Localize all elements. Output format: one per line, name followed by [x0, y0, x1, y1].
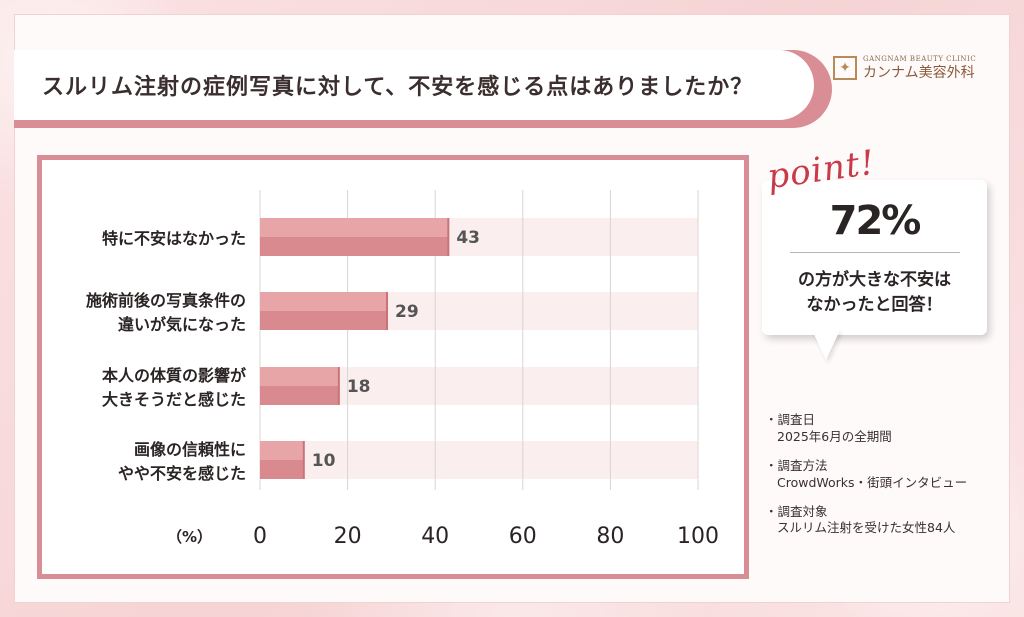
tick-label: 100 [677, 524, 719, 549]
clinic-logo: ✦ GANGNAM BEAUTY CLINIC カンナム美容外科 [833, 50, 993, 86]
bar-top [260, 292, 388, 311]
category-label: やや不安を感じた [118, 464, 246, 483]
bar-top [260, 441, 304, 460]
tick-label: 20 [334, 524, 362, 549]
category-label: 施術前後の写真条件の [86, 291, 246, 310]
note-date-head: 調査日 [765, 412, 1005, 429]
category-label: 本人の体質の影響が [102, 366, 246, 385]
callout-divider [790, 252, 960, 253]
category-label: 画像の信頼性に [134, 440, 246, 459]
note-target-head: 調査対象 [765, 504, 1005, 521]
category-label: 特に不安はなかった [102, 229, 246, 248]
callout-bubble-tail [812, 330, 840, 360]
data-label: 43 [456, 228, 480, 248]
tick-label: 40 [421, 524, 449, 549]
callout-text-line1: の方が大きな不安は [798, 270, 951, 290]
note-method: 調査方法 CrowdWorks・街頭インタビュー [765, 458, 1005, 492]
logo-english-name: GANGNAM BEAUTY CLINIC [863, 55, 977, 63]
data-label: 18 [347, 377, 371, 397]
data-label: 29 [395, 302, 419, 322]
category-label: 大きそうだと感じた [102, 390, 246, 409]
bar-chart: 43 29 18 10 特に不安はなかった施術前後の写真条件の違いが気になった本人の体質… [86, 190, 719, 549]
data-label: 10 [312, 451, 336, 471]
note-date: 調査日 2025年6月の全期間 [765, 412, 1005, 446]
tick-label: 0 [253, 524, 267, 549]
note-method-head: 調査方法 [765, 458, 1005, 475]
category-label: 違いが気になった [118, 315, 246, 334]
tick-label: 60 [509, 524, 537, 549]
tick-label: 80 [596, 524, 624, 549]
callout-text: の方が大きな不安は なかったと回答！ [762, 268, 987, 317]
callout-text-line2: なかったと回答！ [806, 294, 943, 315]
survey-notes: 調査日 2025年6月の全期間 調査方法 CrowdWorks・街頭インタビュー… [765, 412, 1005, 549]
logo-japanese-name: カンナム美容外科 [863, 65, 975, 81]
note-method-body: CrowdWorks・街頭インタビュー [777, 474, 968, 490]
callout-percentage: 72% [829, 198, 922, 244]
bar-bottom [260, 237, 449, 256]
note-date-body: 2025年6月の全期間 [777, 428, 892, 444]
bar-top [260, 218, 449, 237]
callout-bubble [762, 180, 987, 335]
bar-bottom [260, 386, 339, 405]
note-target-body: スルリム注射を受けた女性84人 [777, 520, 956, 536]
logo-mark-icon: ✦ [833, 56, 857, 80]
unit-label: （%） [167, 528, 212, 546]
bar-bottom [260, 311, 388, 330]
bar-track [260, 441, 698, 479]
page-title: スルリム注射の症例写真に対して、不安を感じる点はありましたか？ [14, 50, 814, 120]
bar-top [260, 367, 339, 386]
chart-panel: 43 29 18 10 特に不安はなかった施術前後の写真条件の違いが気になった本人の体質… [37, 155, 749, 579]
note-target: 調査対象 スルリム注射を受けた女性84人 [765, 504, 1005, 538]
bar-bottom [260, 460, 304, 479]
